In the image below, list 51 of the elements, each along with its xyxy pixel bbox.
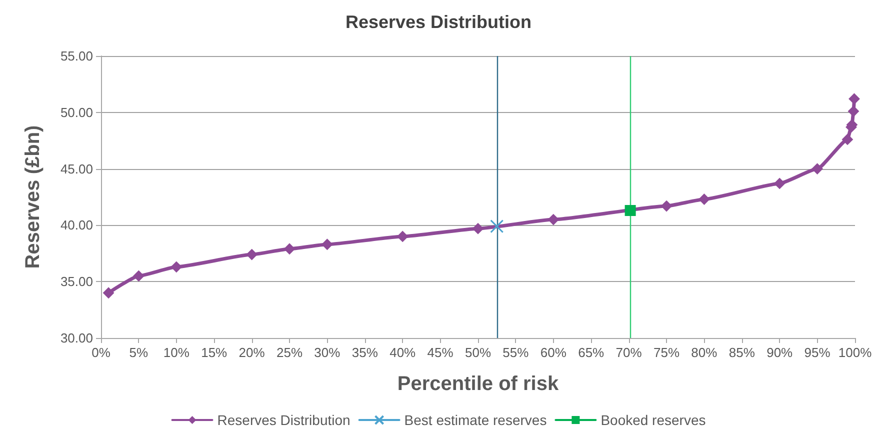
x-tick-label: 15% [201, 345, 228, 360]
point [284, 243, 295, 254]
legend-label: Best estimate reserves [404, 412, 547, 428]
x-tick-label: 30% [314, 345, 341, 360]
x-axis-title: Percentile of risk [397, 373, 560, 395]
point [848, 106, 859, 117]
y-tick-label: 40.00 [60, 218, 93, 233]
x-tick-label: 95% [804, 345, 831, 360]
y-tick-label: 50.00 [60, 104, 93, 120]
y-tick-label: 45.00 [60, 161, 93, 176]
legend-label: Reserves Distribution [217, 412, 350, 428]
x-tick-label: 75% [653, 345, 680, 360]
y-axis-title: Reserves (£bn) [22, 125, 44, 269]
x-tick-label: 70% [616, 345, 642, 360]
point [472, 223, 484, 234]
point [812, 163, 823, 174]
x-tick-label: 65% [578, 345, 605, 360]
x-tick-label: 60% [540, 345, 567, 360]
point [397, 230, 408, 242]
point [698, 194, 710, 205]
x-tick-label: 100% [838, 345, 872, 360]
point [246, 249, 258, 260]
x-tick-label: 20% [238, 345, 266, 360]
point [774, 178, 786, 189]
y-tick-label: 30.00 [60, 330, 93, 346]
y-tick-label: 35.00 [60, 274, 93, 290]
x-tick-label: 10% [163, 345, 190, 360]
chart-title: Reserves Distribution [345, 12, 532, 32]
point [661, 200, 672, 212]
legend-label: Booked reserves [600, 412, 706, 428]
point [133, 270, 144, 282]
x-tick-label: 85% [728, 345, 756, 360]
point [170, 261, 182, 272]
x-tick-label: 55% [502, 345, 530, 360]
point [842, 134, 853, 145]
y-tick-label: 55.00 [60, 48, 93, 64]
x-tick-label: 80% [691, 345, 718, 360]
point [848, 93, 860, 104]
point [322, 238, 333, 250]
x-tick-label: 35% [352, 345, 378, 360]
x-tick-label: 5% [129, 345, 149, 360]
x-tick-label: 90% [766, 345, 794, 360]
point [490, 220, 504, 234]
x-tick-label: 50% [464, 345, 492, 360]
x-tick-label: 25% [276, 345, 303, 360]
x-tick-label: 45% [427, 345, 454, 360]
point [103, 287, 114, 298]
x-tick-label: 40% [390, 345, 416, 360]
point [624, 205, 636, 216]
x-tick-label: 0% [92, 345, 111, 360]
point [548, 214, 559, 226]
